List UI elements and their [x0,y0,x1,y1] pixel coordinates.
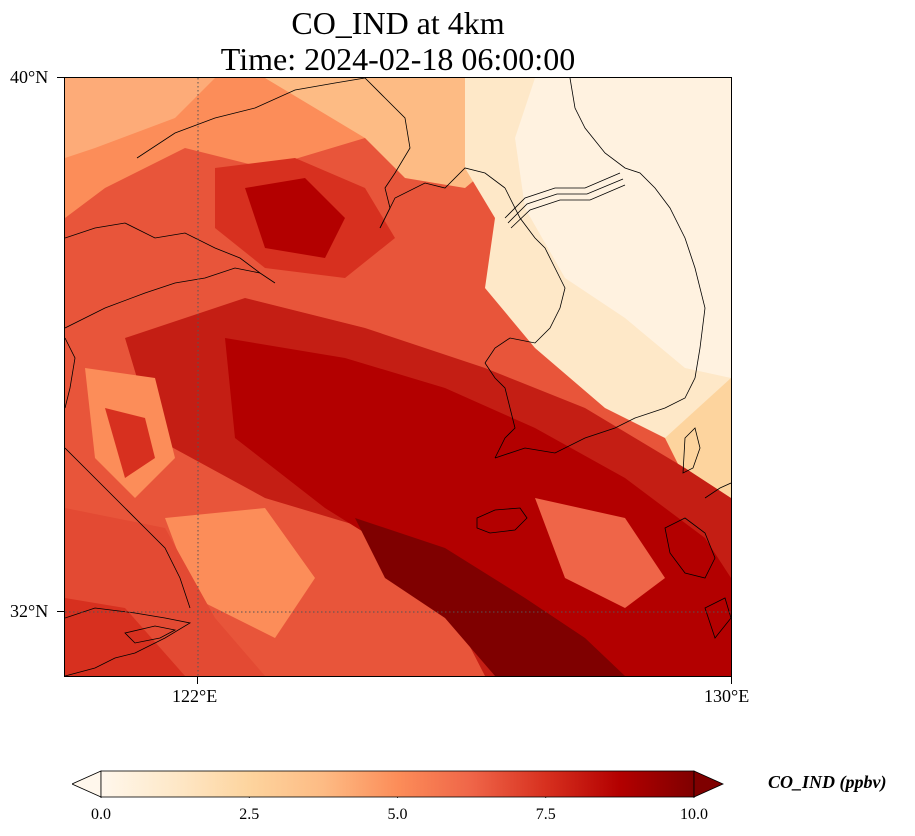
lon-tick-label-130: 130°E [704,686,750,706]
colorbar-tick-label: 5.0 [387,806,408,823]
colorbar-label: CO_IND (ppbv) [768,772,887,792]
coastline-japan [704,482,731,499]
colorbar-tick-label: 10.0 [680,806,708,823]
border-line [504,172,621,219]
field-region [355,518,625,676]
colorbar [72,770,724,798]
island-jeju [476,507,528,534]
field-region [105,408,155,478]
coastline-korea-southwest [484,362,516,459]
gridlines [65,78,731,676]
lat-tick-label-32: 32°N [10,601,49,621]
border-line [507,178,624,224]
coastline-korea-west [484,187,566,364]
island-goto [704,597,731,639]
coastline-jiangsu [65,337,76,409]
field-region [245,178,345,258]
lon-tick-mark-130 [731,677,732,684]
field-region [165,508,315,638]
lat-tick-mark-40 [57,77,64,78]
island-chongming [124,625,177,644]
colorbar-tick-label: 0.0 [91,806,111,823]
colorbar-extend-min [72,770,102,798]
coastlines [65,78,731,676]
coastline-korea-east [569,78,706,379]
concentration-field [65,78,731,676]
field-region [515,78,731,378]
colorbar-tick-label: 7.5 [535,806,556,823]
figure-title: CO_IND at 4km [291,5,505,41]
colorbar-tick-label: 2.5 [239,806,260,823]
coastline-shandong-north [65,222,276,284]
lat-tick-mark-32 [57,611,64,612]
coastline-bohai [136,78,366,159]
lon-tick-label-122: 122°E [172,686,218,706]
field-region [665,378,731,518]
coastline-north-korea-west [379,167,506,229]
co-concentration-map [65,78,731,676]
colorbar-gradient [100,770,695,798]
border-line [510,184,626,229]
coastline-yangtze-estuary [65,607,192,676]
colorbar-tick-marks [100,797,695,798]
lat-tick-label-40: 40°N [10,67,49,87]
coastline-shandong-south [65,267,261,329]
coastline-korea-south [494,377,696,459]
colorbar-extend-max [693,770,724,798]
field-region [535,498,665,608]
figure-subtitle-time: Time: 2024-02-18 06:00:00 [220,41,576,77]
lon-tick-mark-122 [197,677,198,684]
map-panel [64,77,732,677]
field-region [65,78,215,158]
field-region [65,598,185,676]
coastline-jiangsu-south [65,447,191,609]
coastline-kyushu [664,517,716,579]
coastline-liaodong [364,78,411,229]
island-tsushima [682,427,701,474]
